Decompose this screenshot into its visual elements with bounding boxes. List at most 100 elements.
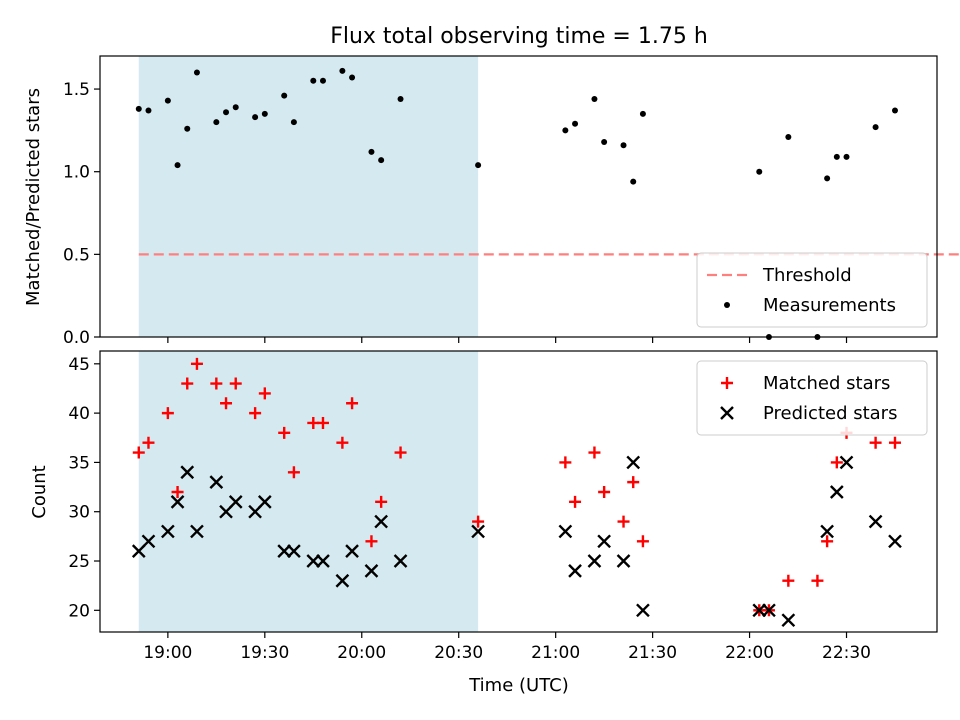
measurements-point bbox=[164, 97, 171, 104]
legend: Threshold Measurements bbox=[696, 252, 928, 328]
measurements-point bbox=[872, 124, 879, 131]
x-tick-label: 21:00 bbox=[531, 643, 580, 663]
matched-stars-point bbox=[346, 397, 359, 410]
matched-stars-point bbox=[569, 495, 582, 508]
shaded-interval bbox=[138, 351, 479, 632]
measurements-point bbox=[397, 95, 404, 102]
measurements-point bbox=[639, 110, 646, 117]
legend-marker bbox=[724, 302, 730, 308]
counts-y-axis-label: Count bbox=[29, 465, 50, 518]
measurements-point bbox=[223, 109, 230, 116]
measurements-point bbox=[135, 105, 142, 112]
y-tick-label: 30 bbox=[68, 503, 90, 523]
predicted-stars-point bbox=[558, 524, 573, 539]
legend-frame bbox=[696, 360, 928, 436]
legend-label-matched-stars: Matched stars bbox=[763, 373, 890, 394]
matched-stars-point bbox=[598, 485, 611, 498]
matched-stars-point bbox=[336, 436, 349, 449]
y-tick-label: 35 bbox=[68, 453, 90, 473]
matched-stars-point bbox=[472, 515, 485, 528]
predicted-stars-point bbox=[781, 613, 796, 628]
matched-stars-point bbox=[821, 535, 834, 548]
predicted-stars-point bbox=[393, 554, 408, 568]
measurements-point bbox=[368, 148, 375, 155]
predicted-stars-point bbox=[180, 465, 195, 480]
predicted-stars-point bbox=[471, 524, 485, 539]
predicted-stars-point bbox=[170, 495, 185, 509]
legend: Matched stars Predicted stars bbox=[696, 360, 928, 436]
measurements-point bbox=[310, 77, 317, 84]
predicted-stars-point bbox=[190, 524, 204, 539]
matched-stars-point bbox=[394, 446, 407, 459]
x-tick-label: 20:30 bbox=[434, 643, 483, 663]
x-tick-label: 19:30 bbox=[240, 643, 289, 663]
measurements-point bbox=[843, 153, 850, 160]
matched-stars-point bbox=[181, 377, 194, 390]
y-tick-label: 1.0 bbox=[63, 163, 90, 183]
predicted-stars-point bbox=[345, 544, 359, 558]
measurements-point bbox=[261, 110, 268, 117]
measurements-point bbox=[232, 104, 239, 111]
predicted-stars-point bbox=[228, 495, 243, 509]
predicted-stars-point bbox=[374, 514, 389, 529]
measurements-point bbox=[174, 162, 181, 169]
ratio-y-axis-label: Matched/Predicted stars bbox=[23, 88, 44, 306]
measurements-point bbox=[213, 119, 220, 126]
matched-stars-point bbox=[316, 416, 329, 429]
matched-stars-point bbox=[365, 535, 378, 548]
predicted-stars-point bbox=[161, 524, 175, 539]
matched-stars-point bbox=[190, 357, 203, 370]
measurements-point bbox=[145, 107, 152, 114]
measurements-point bbox=[252, 114, 259, 121]
predicted-stars-point bbox=[762, 603, 776, 618]
predicted-stars-point bbox=[626, 455, 641, 470]
predicted-stars-point bbox=[597, 534, 611, 549]
measurements-point bbox=[824, 175, 831, 182]
y-tick-label: 25 bbox=[68, 552, 90, 572]
y-tick-label: 20 bbox=[68, 601, 90, 621]
matched-stars-point bbox=[617, 515, 630, 528]
y-tick-label: 40 bbox=[68, 404, 90, 424]
predicted-stars-point bbox=[257, 495, 272, 509]
predicted-stars-point bbox=[141, 534, 156, 549]
legend-frame bbox=[696, 252, 928, 328]
matched-stars-point bbox=[636, 535, 649, 548]
predicted-stars-point bbox=[888, 534, 902, 549]
predicted-stars-point bbox=[587, 554, 602, 568]
measurements-point bbox=[591, 95, 598, 102]
legend-label-threshold: Threshold bbox=[762, 265, 852, 286]
measurements-point bbox=[833, 153, 840, 160]
measurements-point bbox=[339, 67, 346, 74]
chart-title: Flux total observing time = 1.75 h bbox=[330, 24, 708, 49]
matched-stars-point bbox=[132, 446, 145, 459]
measurements-point bbox=[378, 157, 385, 164]
matched-stars-point bbox=[278, 426, 291, 439]
measurements-point bbox=[891, 107, 898, 114]
predicted-stars-point bbox=[209, 475, 224, 489]
predicted-stars-point bbox=[636, 603, 650, 618]
predicted-stars-point bbox=[364, 564, 379, 578]
measurements-point bbox=[630, 178, 637, 185]
matched-stars-point bbox=[161, 407, 174, 420]
measurements-point bbox=[572, 120, 579, 127]
measurements-point bbox=[620, 142, 627, 149]
predicted-stars-point bbox=[316, 554, 330, 568]
matched-stars-point bbox=[782, 574, 795, 587]
counts-panel: 20 25 30 35 40 45 19:00 19:30 20:00 20:30 21:00 21:… bbox=[68, 350, 938, 663]
predicted-stars-point bbox=[820, 524, 834, 539]
legend-marker bbox=[720, 406, 734, 420]
measurements-point bbox=[756, 168, 763, 175]
predicted-stars-point bbox=[839, 455, 854, 470]
matched-stars-point bbox=[220, 397, 233, 410]
matched-stars-point bbox=[811, 574, 824, 587]
measurements-point bbox=[601, 138, 608, 145]
y-tick-label: 45 bbox=[68, 355, 90, 375]
matched-stars-point bbox=[142, 436, 155, 449]
x-tick-label: 19:00 bbox=[143, 643, 192, 663]
matched-stars-point bbox=[210, 377, 223, 390]
legend-label-measurements: Measurements bbox=[763, 295, 896, 316]
predicted-stars-point bbox=[287, 544, 301, 558]
matched-stars-point bbox=[830, 456, 843, 469]
measurements-point bbox=[319, 77, 326, 84]
